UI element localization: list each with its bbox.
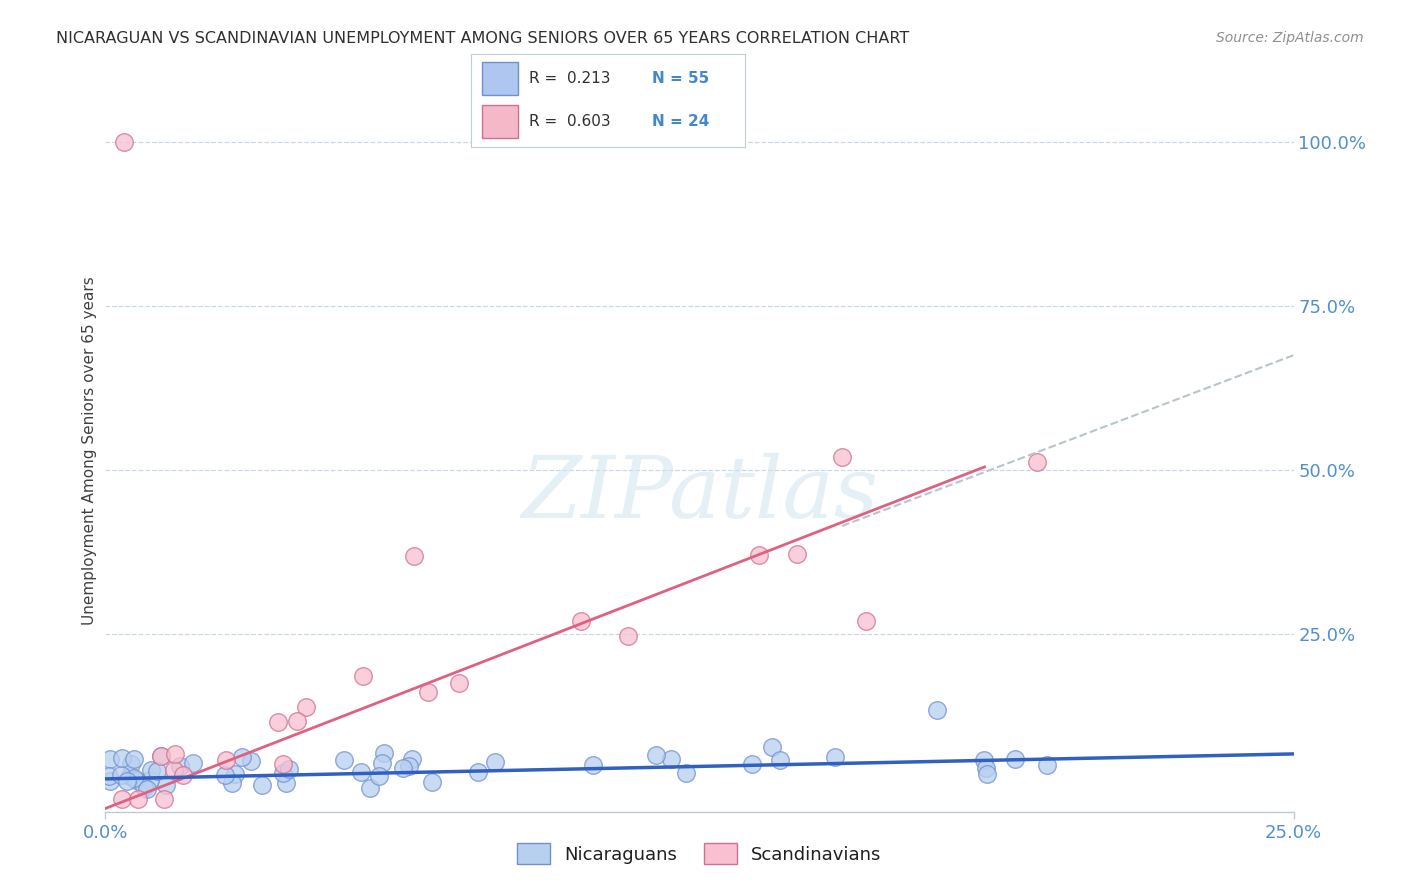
Point	[155, 778, 177, 792]
Point	[761, 739, 783, 754]
Point	[111, 791, 134, 805]
Point	[273, 766, 295, 780]
Point	[139, 773, 162, 788]
Point	[1004, 751, 1026, 765]
Point	[149, 749, 172, 764]
Point	[855, 614, 877, 628]
Point	[418, 684, 440, 698]
Point	[125, 773, 148, 788]
Text: R =  0.603: R = 0.603	[529, 114, 610, 129]
Point	[252, 778, 274, 792]
Point	[973, 753, 995, 767]
Point	[120, 769, 142, 783]
Point	[114, 135, 136, 149]
Point	[135, 782, 157, 797]
Point	[350, 764, 373, 779]
Point	[398, 759, 420, 773]
Point	[925, 703, 948, 717]
Point	[181, 756, 204, 770]
Point	[359, 781, 381, 796]
Bar	[482, 105, 517, 138]
Point	[420, 774, 443, 789]
Bar	[482, 62, 517, 95]
Point	[163, 763, 186, 777]
Point	[831, 450, 853, 464]
Point	[769, 753, 792, 767]
Text: N = 55: N = 55	[652, 70, 709, 86]
Point	[277, 762, 299, 776]
Point	[1035, 757, 1057, 772]
Point	[484, 756, 506, 770]
Point	[368, 769, 391, 783]
Point	[569, 614, 592, 628]
Text: ZIPatlas: ZIPatlas	[520, 452, 879, 535]
Point	[1025, 454, 1047, 468]
Point	[447, 676, 470, 690]
Point	[333, 753, 356, 767]
Text: N = 24: N = 24	[652, 114, 710, 129]
Point	[231, 750, 253, 764]
Point	[169, 758, 191, 772]
Point	[675, 765, 697, 780]
Y-axis label: Unemployment Among Seniors over 65 years: Unemployment Among Seniors over 65 years	[82, 277, 97, 624]
Point	[110, 768, 132, 782]
Point	[98, 752, 121, 766]
Point	[120, 756, 142, 771]
Point	[371, 756, 394, 770]
Point	[786, 547, 808, 561]
Point	[404, 549, 426, 563]
Point	[267, 715, 290, 730]
Point	[153, 791, 176, 805]
Point	[645, 748, 668, 763]
Point	[221, 776, 243, 790]
Text: NICARAGUAN VS SCANDINAVIAN UNEMPLOYMENT AMONG SENIORS OVER 65 YEARS CORRELATION : NICARAGUAN VS SCANDINAVIAN UNEMPLOYMENT …	[56, 31, 910, 46]
Point	[98, 769, 121, 783]
Point	[392, 761, 415, 775]
Point	[748, 548, 770, 562]
Point	[150, 749, 173, 764]
Point	[111, 751, 134, 765]
Point	[974, 761, 997, 775]
Point	[285, 714, 308, 728]
Point	[146, 764, 169, 778]
Point	[617, 629, 640, 643]
Point	[122, 772, 145, 786]
Point	[240, 754, 263, 768]
Point	[582, 758, 605, 772]
Point	[224, 767, 246, 781]
Point	[401, 752, 423, 766]
Point	[98, 773, 121, 788]
Point	[172, 767, 194, 781]
Point	[976, 767, 998, 781]
Point	[122, 752, 145, 766]
Text: Source: ZipAtlas.com: Source: ZipAtlas.com	[1216, 31, 1364, 45]
Point	[214, 768, 236, 782]
Point	[273, 757, 295, 772]
Point	[163, 747, 186, 761]
Point	[134, 780, 156, 795]
Point	[276, 776, 298, 790]
Point	[141, 763, 163, 777]
Point	[115, 773, 138, 788]
Point	[659, 752, 682, 766]
Point	[741, 757, 763, 772]
Point	[215, 753, 238, 767]
Point	[467, 764, 489, 779]
Point	[294, 700, 316, 714]
Point	[127, 791, 149, 805]
Legend: Nicaraguans, Scandinavians: Nicaraguans, Scandinavians	[510, 836, 889, 871]
Point	[373, 746, 395, 760]
Point	[824, 749, 846, 764]
Text: R =  0.213: R = 0.213	[529, 70, 610, 86]
Point	[352, 669, 374, 683]
